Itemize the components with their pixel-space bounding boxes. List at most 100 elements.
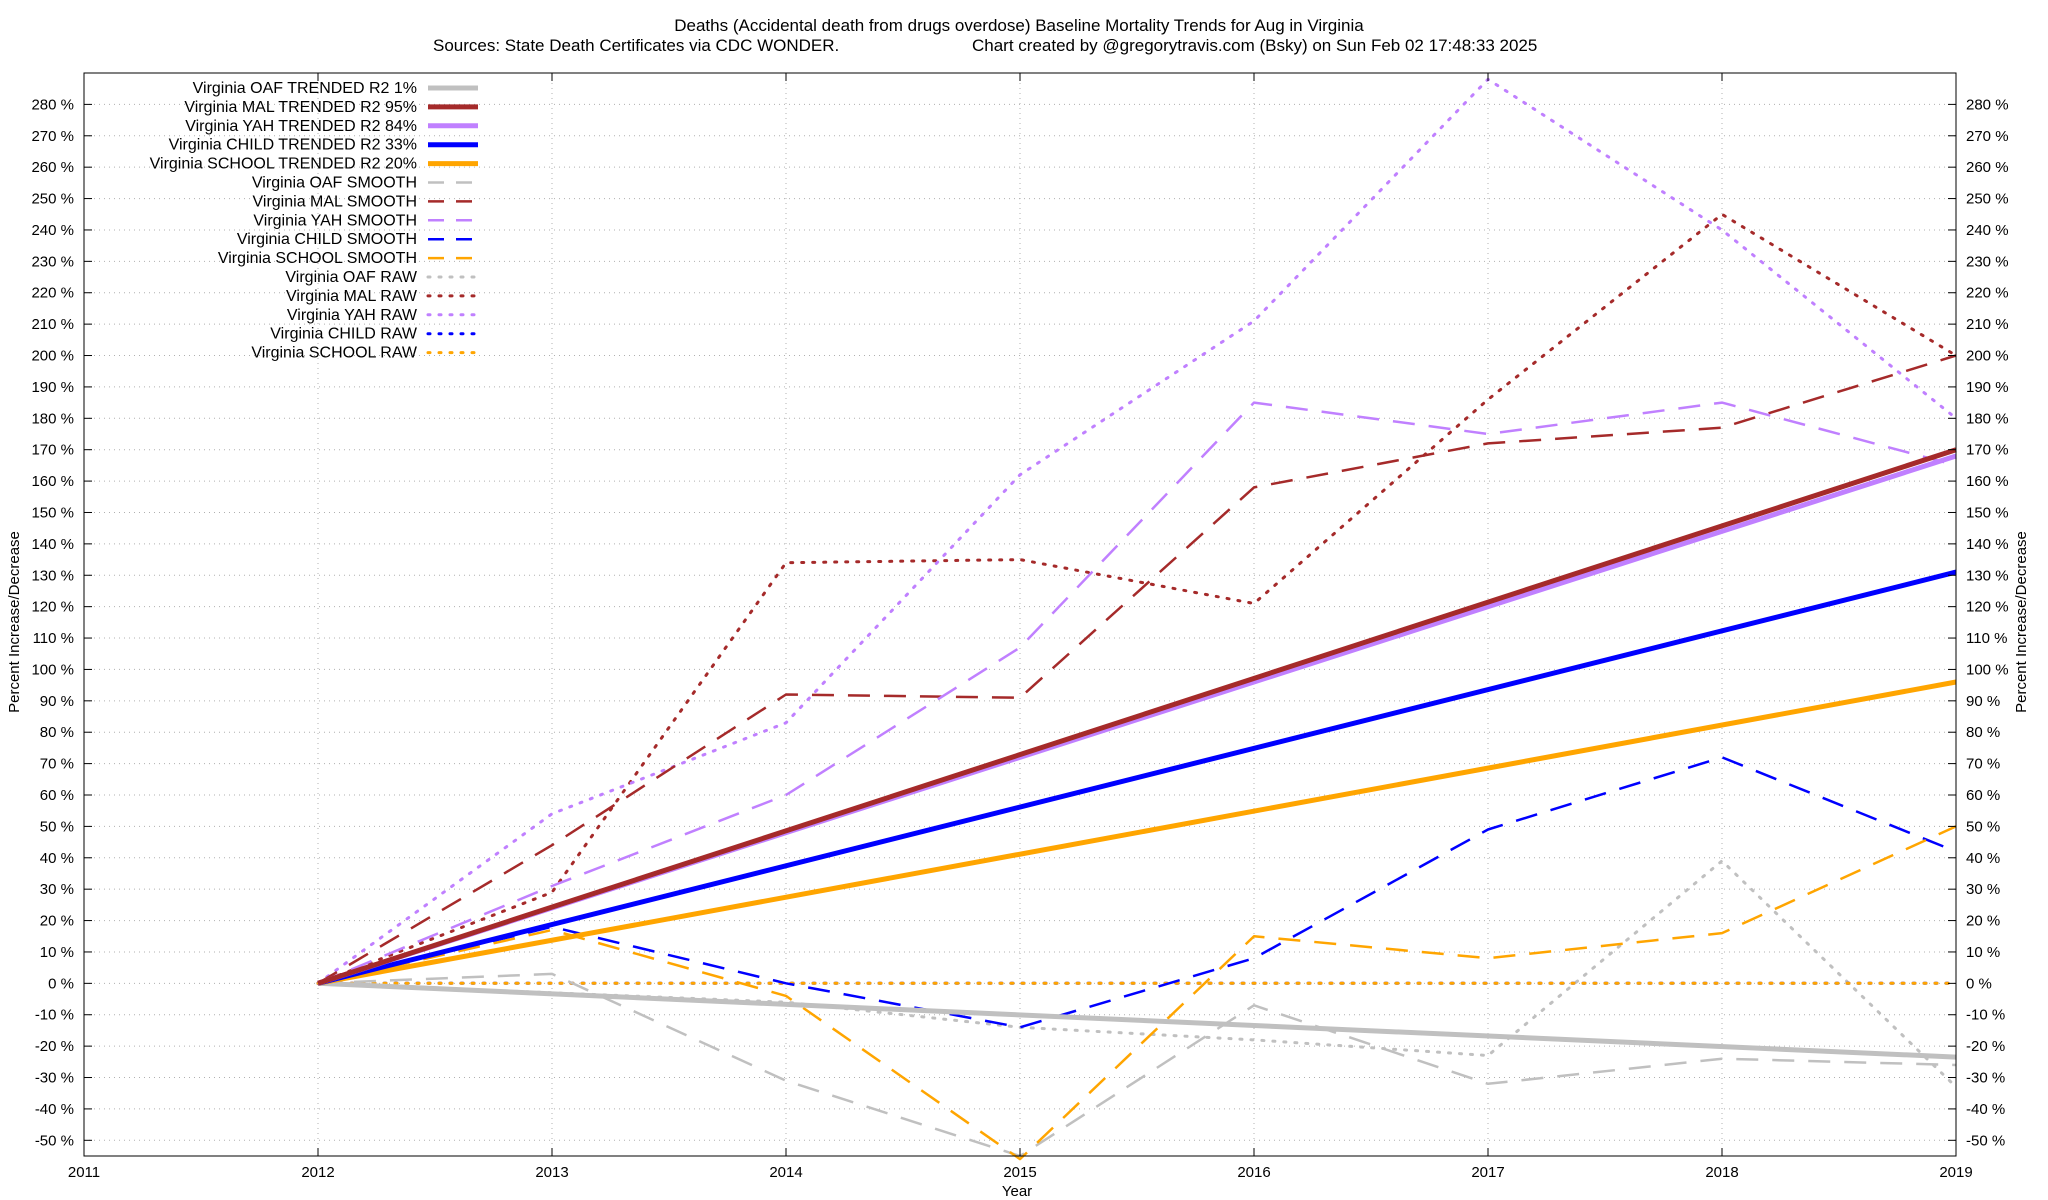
y-tick-label-left: 170 % (31, 442, 74, 459)
y-tick-label-left: -50 % (35, 1132, 74, 1149)
y-tick-label-left: 210 % (31, 316, 74, 333)
y-tick-label-right: 240 % (1966, 222, 2009, 239)
y-tick-label-right: 20 % (1966, 913, 2000, 930)
y-tick-label-right: 120 % (1966, 599, 2009, 616)
y-tick-label-left: 100 % (31, 661, 74, 678)
y-tick-label-right: 210 % (1966, 316, 2009, 333)
y-tick-label-right: 40 % (1966, 850, 2000, 867)
y-tick-label-left: 140 % (31, 536, 74, 553)
legend-label: Virginia MAL RAW (286, 288, 418, 305)
legend-label: Virginia MAL TRENDED R2 95% (184, 99, 417, 116)
y-tick-label-left: 190 % (31, 379, 74, 396)
y-tick-label-right: 140 % (1966, 536, 2009, 553)
y-tick-label-right: 130 % (1966, 567, 2009, 584)
y-tick-label-left: 70 % (40, 756, 74, 773)
y-tick-label-right: 200 % (1966, 348, 2009, 365)
legend-label: Virginia OAF TRENDED R2 1% (193, 80, 417, 97)
axis-ticks: -50 % -50 % -40 % -40 % -30 % -30 % -20 % -20 %… (31, 73, 2009, 1181)
y-tick-label-right: -50 % (1966, 1132, 2005, 1149)
series-line-virginia-oaf-trended (317, 980, 1957, 1060)
y-tick-label-left: 240 % (31, 222, 74, 239)
y-tick-label-right: 230 % (1966, 253, 2009, 270)
y-tick-label-left: 50 % (40, 818, 74, 835)
series-line-virginia-mal-raw (316, 212, 1958, 985)
y-tick-label-left: 40 % (40, 850, 74, 867)
y-tick-label-right: 150 % (1966, 504, 2009, 521)
y-tick-label-right: 10 % (1966, 944, 2000, 961)
y-tick-label-right: 260 % (1966, 159, 2009, 176)
series-line-virginia-child-smooth (317, 756, 1957, 1029)
x-tick-label: 2011 (68, 1164, 100, 1181)
y-tick-label-right: 0 % (1966, 975, 1992, 992)
x-tick-label: 2013 (535, 1164, 568, 1181)
legend-label: Virginia SCHOOL TRENDED R2 20% (150, 156, 417, 173)
y-tick-label-right: -40 % (1966, 1101, 2005, 1118)
y-tick-label-right: 250 % (1966, 191, 2009, 208)
y-tick-label-right: 180 % (1966, 410, 2009, 427)
y-tick-label-right: 30 % (1966, 881, 2000, 898)
y-tick-label-left: 230 % (31, 253, 74, 270)
legend-label: Virginia SCHOOL SMOOTH (218, 250, 417, 267)
legend-label: Virginia CHILD TRENDED R2 33% (169, 137, 417, 154)
series-line-virginia-school-trended (317, 679, 1957, 986)
y-tick-label-left: 200 % (31, 348, 74, 365)
y-tick-label-left: 60 % (40, 787, 74, 804)
y-tick-label-left: -20 % (35, 1038, 74, 1055)
y-tick-label-right: 160 % (1966, 473, 2009, 490)
legend-label: Virginia YAH RAW (287, 307, 418, 324)
y-tick-label-right: 280 % (1966, 96, 2009, 113)
legend-label: Virginia MAL SMOOTH (253, 193, 417, 210)
y-tick-label-left: 90 % (40, 693, 74, 710)
series-line-virginia-school-smooth (317, 825, 1957, 1161)
y-tick-label-right: 190 % (1966, 379, 2009, 396)
series-line-virginia-oaf-raw (316, 859, 1958, 1089)
y-tick-label-left: -10 % (35, 1007, 74, 1024)
legend-label: Virginia CHILD RAW (270, 326, 418, 343)
series-line-virginia-yah-raw (316, 77, 1958, 985)
y-axis-label-left: Percent Increase/Decrease (6, 531, 23, 713)
y-tick-label-left: 280 % (31, 96, 74, 113)
y-tick-label-left: 120 % (31, 599, 74, 616)
y-tick-label-right: 170 % (1966, 442, 2009, 459)
gridlines (84, 73, 1956, 1156)
series-line-virginia-oaf-smooth (317, 972, 1957, 1158)
series-line-virginia-mal-trended (317, 447, 1957, 986)
y-tick-label-right: 80 % (1966, 724, 2000, 741)
y-tick-label-right: 60 % (1966, 787, 2000, 804)
y-tick-label-left: 10 % (40, 944, 74, 961)
y-tick-label-left: 270 % (31, 128, 74, 145)
x-tick-label: 2018 (1705, 1164, 1738, 1181)
chart-subtitle-sources: Sources: State Death Certificates via CD… (433, 36, 839, 55)
legend: Virginia OAF TRENDED R2 1% Virginia MAL T… (150, 80, 480, 362)
legend-label: Virginia CHILD SMOOTH (237, 231, 417, 248)
y-tick-label-right: 220 % (1966, 285, 2009, 302)
y-tick-label-left: 160 % (31, 473, 74, 490)
x-tick-label: 2017 (1471, 1164, 1504, 1181)
x-tick-label: 2012 (301, 1164, 334, 1181)
y-tick-label-left: 250 % (31, 191, 74, 208)
legend-label: Virginia YAH SMOOTH (253, 212, 417, 229)
y-tick-label-right: 90 % (1966, 693, 2000, 710)
legend-label: Virginia YAH TRENDED R2 84% (185, 118, 417, 135)
y-tick-label-right: 110 % (1966, 630, 2007, 647)
y-tick-label-right: 270 % (1966, 128, 2009, 145)
y-tick-label-right: 100 % (1966, 661, 2009, 678)
x-tick-label: 2016 (1237, 1164, 1270, 1181)
y-tick-label-left: 80 % (40, 724, 74, 741)
y-tick-label-left: 30 % (40, 881, 74, 898)
legend-label: Virginia OAF RAW (285, 269, 417, 286)
legend-label: Virginia SCHOOL RAW (251, 345, 418, 362)
y-axis-label-right: Percent Increase/Decrease (2013, 531, 2030, 713)
y-tick-label-left: 20 % (40, 913, 74, 930)
y-tick-label-left: 130 % (31, 567, 74, 584)
y-tick-label-right: 50 % (1966, 818, 2000, 835)
series-line-virginia-mal-smooth (317, 354, 1957, 985)
x-tick-label: 2014 (769, 1164, 802, 1181)
y-tick-label-left: -30 % (35, 1070, 74, 1087)
y-tick-label-right: -30 % (1966, 1070, 2005, 1087)
x-tick-label: 2015 (1003, 1164, 1036, 1181)
legend-label: Virginia OAF SMOOTH (252, 175, 417, 192)
series-lines (316, 77, 1958, 1161)
y-tick-label-left: 110 % (33, 630, 74, 647)
